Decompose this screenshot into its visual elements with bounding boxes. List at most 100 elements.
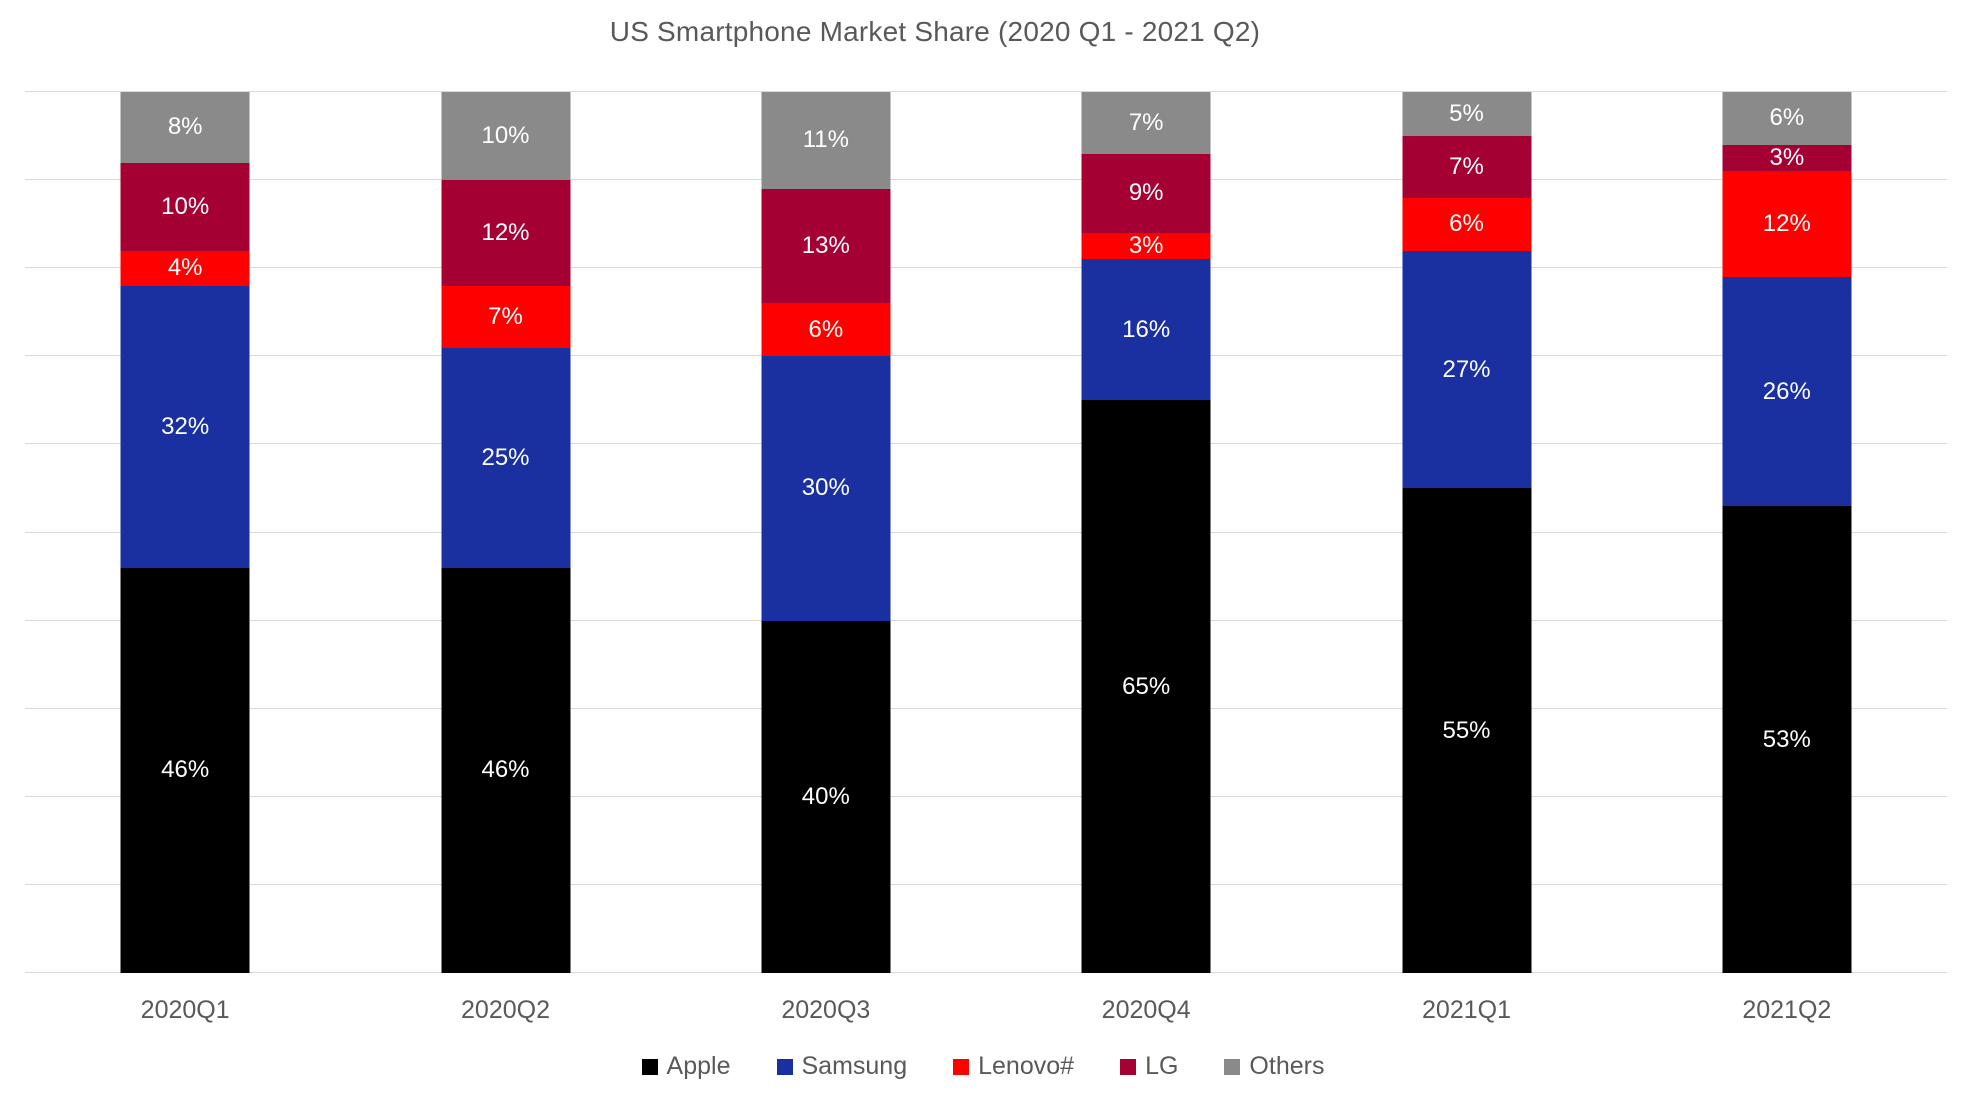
bar-2020q4: 65% 16% 3% 9% 7% bbox=[1081, 92, 1211, 973]
data-label-samsung-2021q1: 27% bbox=[1442, 355, 1491, 383]
chart-title: US Smartphone Market Share (2020 Q1 - 20… bbox=[609, 16, 1261, 47]
bar-segment-apple-2020q3: 40% bbox=[761, 620, 891, 973]
data-label-lenovo-2021q2: 12% bbox=[1762, 210, 1811, 238]
x-axis: 2020Q1 2020Q2 2020Q3 2020Q4 2021Q1 2021Q2 bbox=[25, 996, 1947, 1032]
legend-swatch-lg bbox=[1120, 1058, 1137, 1075]
bar-segment-samsung-2021q2: 26% bbox=[1722, 277, 1852, 507]
data-label-lg-2020q2: 12% bbox=[481, 218, 530, 246]
data-label-apple-2020q4: 65% bbox=[1122, 672, 1171, 700]
data-label-lg-2020q1: 10% bbox=[161, 192, 210, 220]
bar-2020q2: 46% 25% 7% 12% 10% bbox=[441, 92, 570, 973]
data-label-others-2020q1: 8% bbox=[167, 113, 203, 141]
bar-segment-others-2020q4: 7% bbox=[1081, 92, 1211, 154]
data-label-apple-2020q3: 40% bbox=[801, 782, 850, 810]
legend-item-lg: LG bbox=[1120, 1052, 1178, 1081]
x-axis-label-2020q2: 2020Q2 bbox=[461, 996, 550, 1024]
gridline bbox=[25, 355, 1947, 357]
legend-swatch-lenovo bbox=[953, 1058, 970, 1075]
bar-2020q1: 46% 32% 4% 10% 8% bbox=[120, 92, 250, 973]
x-axis-label-2020q4: 2020Q4 bbox=[1101, 996, 1191, 1024]
bar-segment-lenovo-2020q4: 3% bbox=[1081, 232, 1211, 260]
legend-item-apple: Apple bbox=[641, 1052, 731, 1081]
bar-segment-samsung-2020q1: 32% bbox=[120, 285, 250, 568]
bar-segment-apple-2021q1: 55% bbox=[1402, 488, 1531, 973]
bar-segment-others-2021q2: 6% bbox=[1722, 92, 1852, 145]
legend: Apple Samsung Lenovo# LG Others bbox=[0, 1052, 1966, 1081]
bar-segment-lenovo-2020q2: 7% bbox=[441, 285, 570, 348]
bar-2020q3: 40% 30% 6% 13% 11% bbox=[761, 92, 891, 973]
bar-segment-lenovo-2020q3: 6% bbox=[761, 303, 891, 357]
data-label-lenovo-2020q2: 7% bbox=[488, 302, 523, 330]
gridline bbox=[25, 883, 1947, 885]
data-label-others-2020q3: 11% bbox=[802, 126, 849, 154]
gridline bbox=[25, 619, 1947, 621]
gridline bbox=[25, 531, 1947, 533]
bar-2021q1: 55% 27% 6% 7% 5% bbox=[1402, 92, 1531, 973]
data-label-lg-2021q2: 3% bbox=[1769, 144, 1805, 172]
bar-segment-lg-2020q1: 10% bbox=[120, 162, 250, 251]
bar-segment-apple-2021q2: 53% bbox=[1722, 506, 1852, 973]
data-label-samsung-2020q2: 25% bbox=[481, 443, 530, 471]
data-label-others-2021q2: 6% bbox=[1769, 104, 1805, 132]
legend-swatch-samsung bbox=[776, 1058, 793, 1075]
bar-segment-lg-2021q2: 3% bbox=[1722, 144, 1852, 172]
data-label-apple-2021q2: 53% bbox=[1762, 725, 1811, 753]
legend-label-lenovo: Lenovo# bbox=[978, 1052, 1075, 1080]
x-axis-label-2020q1: 2020Q1 bbox=[140, 996, 230, 1024]
data-label-lenovo-2020q4: 3% bbox=[1128, 232, 1164, 260]
plot-area: 46% 32% 4% 10% 8% 46% 25% 7% 12% 10% 40% 30% 6% 13% 11… bbox=[25, 91, 1947, 973]
bar-segment-others-2020q1: 8% bbox=[120, 92, 250, 163]
bar-segment-others-2020q2: 10% bbox=[441, 92, 570, 181]
data-label-lg-2020q4: 9% bbox=[1128, 179, 1164, 207]
x-axis-label-2021q1: 2021Q1 bbox=[1422, 996, 1511, 1024]
bar-segment-lenovo-2021q2: 12% bbox=[1722, 171, 1852, 278]
legend-swatch-others bbox=[1224, 1058, 1241, 1075]
gridline bbox=[25, 443, 1947, 445]
bar-segment-samsung-2020q2: 25% bbox=[441, 347, 570, 568]
gridline bbox=[25, 267, 1947, 269]
data-label-others-2020q4: 7% bbox=[1128, 108, 1164, 136]
bar-2021q2: 53% 26% 12% 3% 6% bbox=[1722, 92, 1852, 973]
gridline bbox=[25, 91, 1947, 92]
data-label-lenovo-2020q3: 6% bbox=[808, 315, 844, 343]
gridline bbox=[25, 795, 1947, 797]
legend-label-samsung: Samsung bbox=[801, 1052, 908, 1080]
legend-item-others: Others bbox=[1224, 1052, 1324, 1081]
bar-segment-others-2020q3: 11% bbox=[761, 92, 891, 189]
gridline bbox=[25, 179, 1947, 181]
legend-label-lg: LG bbox=[1145, 1052, 1179, 1080]
legend-swatch-apple bbox=[641, 1058, 658, 1075]
data-label-samsung-2020q3: 30% bbox=[801, 474, 850, 502]
legend-item-lenovo: Lenovo# bbox=[953, 1052, 1074, 1081]
data-label-lenovo-2020q1: 4% bbox=[167, 254, 203, 282]
bar-segment-lg-2020q3: 13% bbox=[761, 188, 891, 304]
gridline bbox=[25, 707, 1947, 709]
x-axis-label-2020q3: 2020Q3 bbox=[781, 996, 871, 1024]
data-label-samsung-2020q4: 16% bbox=[1122, 315, 1171, 343]
data-label-lg-2020q3: 13% bbox=[801, 232, 850, 260]
bar-segment-samsung-2020q3: 30% bbox=[761, 356, 891, 621]
data-label-apple-2020q1: 46% bbox=[161, 756, 210, 784]
legend-label-others: Others bbox=[1249, 1052, 1325, 1080]
bar-segment-samsung-2020q4: 16% bbox=[1081, 259, 1211, 401]
bar-segment-samsung-2021q1: 27% bbox=[1402, 250, 1531, 489]
gridline bbox=[25, 972, 1947, 973]
bar-segment-others-2021q1: 5% bbox=[1402, 92, 1531, 137]
bar-segment-lg-2021q1: 7% bbox=[1402, 136, 1531, 198]
data-label-samsung-2021q2: 26% bbox=[1762, 377, 1811, 405]
data-label-apple-2021q1: 55% bbox=[1442, 716, 1491, 744]
bar-segment-apple-2020q2: 46% bbox=[441, 567, 570, 973]
bar-segment-lg-2020q4: 9% bbox=[1081, 153, 1211, 233]
data-label-apple-2020q2: 46% bbox=[481, 756, 530, 784]
bar-segment-lenovo-2021q1: 6% bbox=[1402, 197, 1531, 251]
bar-segment-apple-2020q4: 65% bbox=[1081, 400, 1211, 973]
bar-segment-lg-2020q2: 12% bbox=[441, 180, 570, 286]
data-label-lenovo-2021q1: 6% bbox=[1449, 210, 1484, 238]
data-label-others-2020q2: 10% bbox=[481, 122, 530, 150]
bar-segment-apple-2020q1: 46% bbox=[120, 567, 250, 973]
data-label-others-2021q1: 5% bbox=[1449, 100, 1484, 128]
data-label-samsung-2020q1: 32% bbox=[161, 412, 210, 440]
legend-item-samsung: Samsung bbox=[776, 1052, 908, 1081]
data-label-lg-2021q1: 7% bbox=[1449, 152, 1484, 180]
